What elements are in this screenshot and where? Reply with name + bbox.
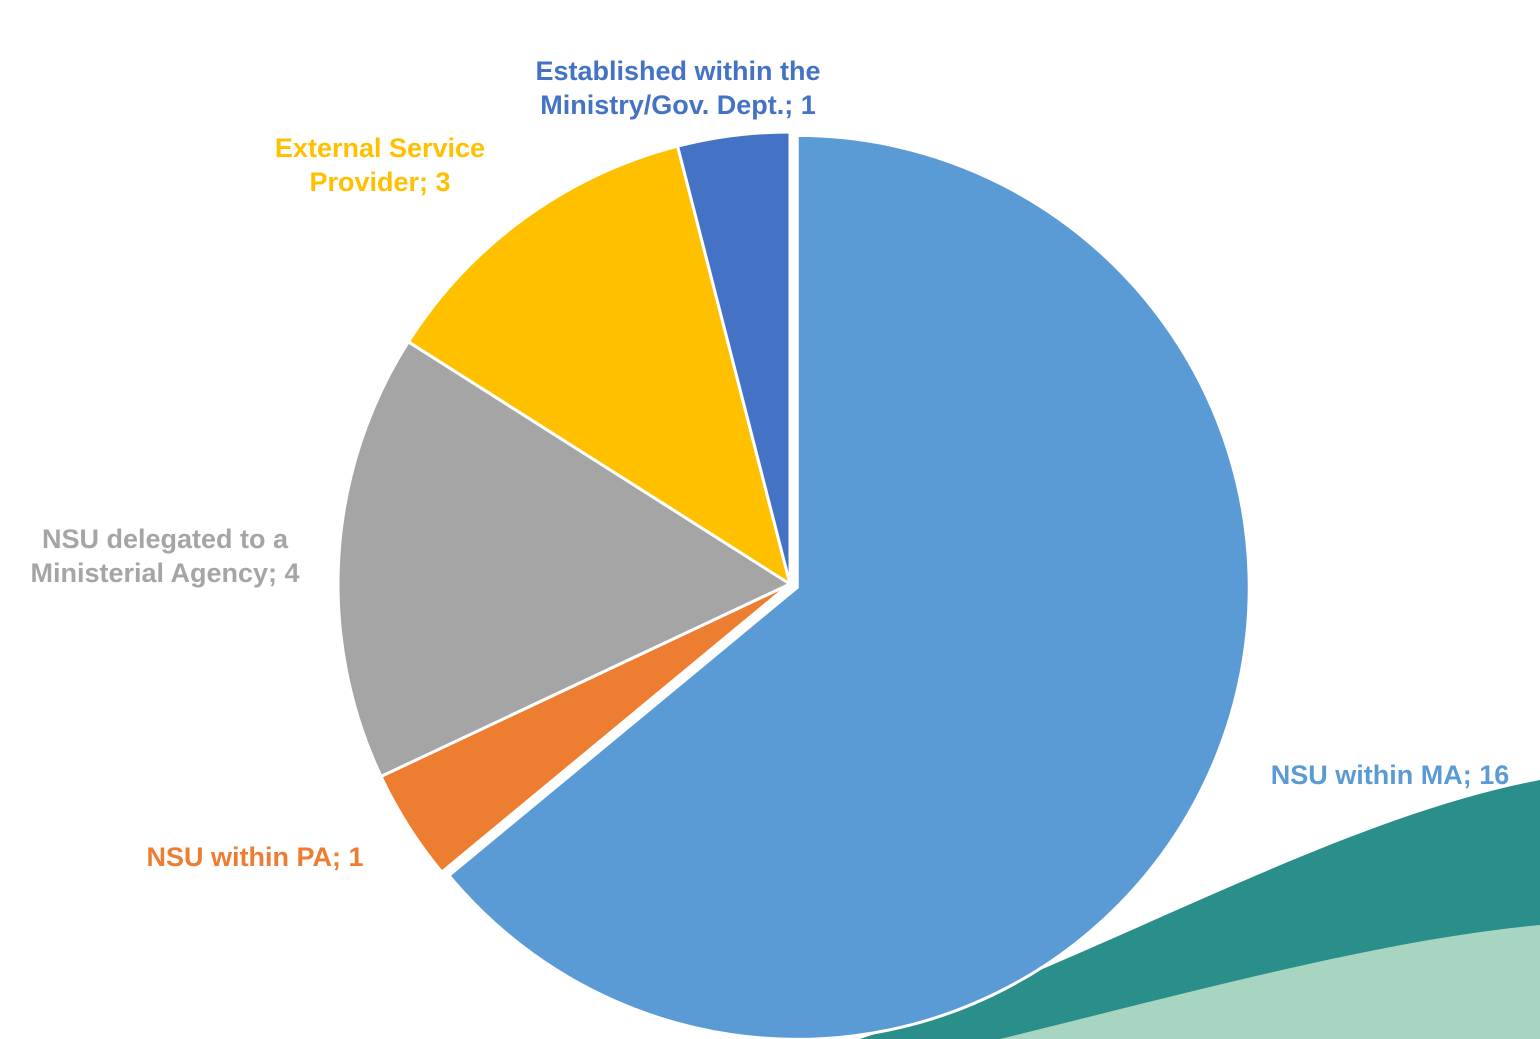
data-label: External Service Provider; 3	[274, 133, 486, 197]
data-label: NSU delegated to a Ministerial Agency; 4	[30, 524, 300, 588]
pie-slice	[446, 133, 1251, 1039]
wave	[1000, 925, 1540, 1039]
pie-slice	[336, 339, 794, 779]
pie-slice	[675, 130, 792, 585]
pie-slice	[406, 144, 793, 588]
data-label: NSU within PA; 1	[146, 842, 364, 872]
data-label: Established within the Ministry/Gov. Dep…	[535, 56, 821, 120]
data-label: NSU within MA; 16	[1270, 760, 1510, 790]
